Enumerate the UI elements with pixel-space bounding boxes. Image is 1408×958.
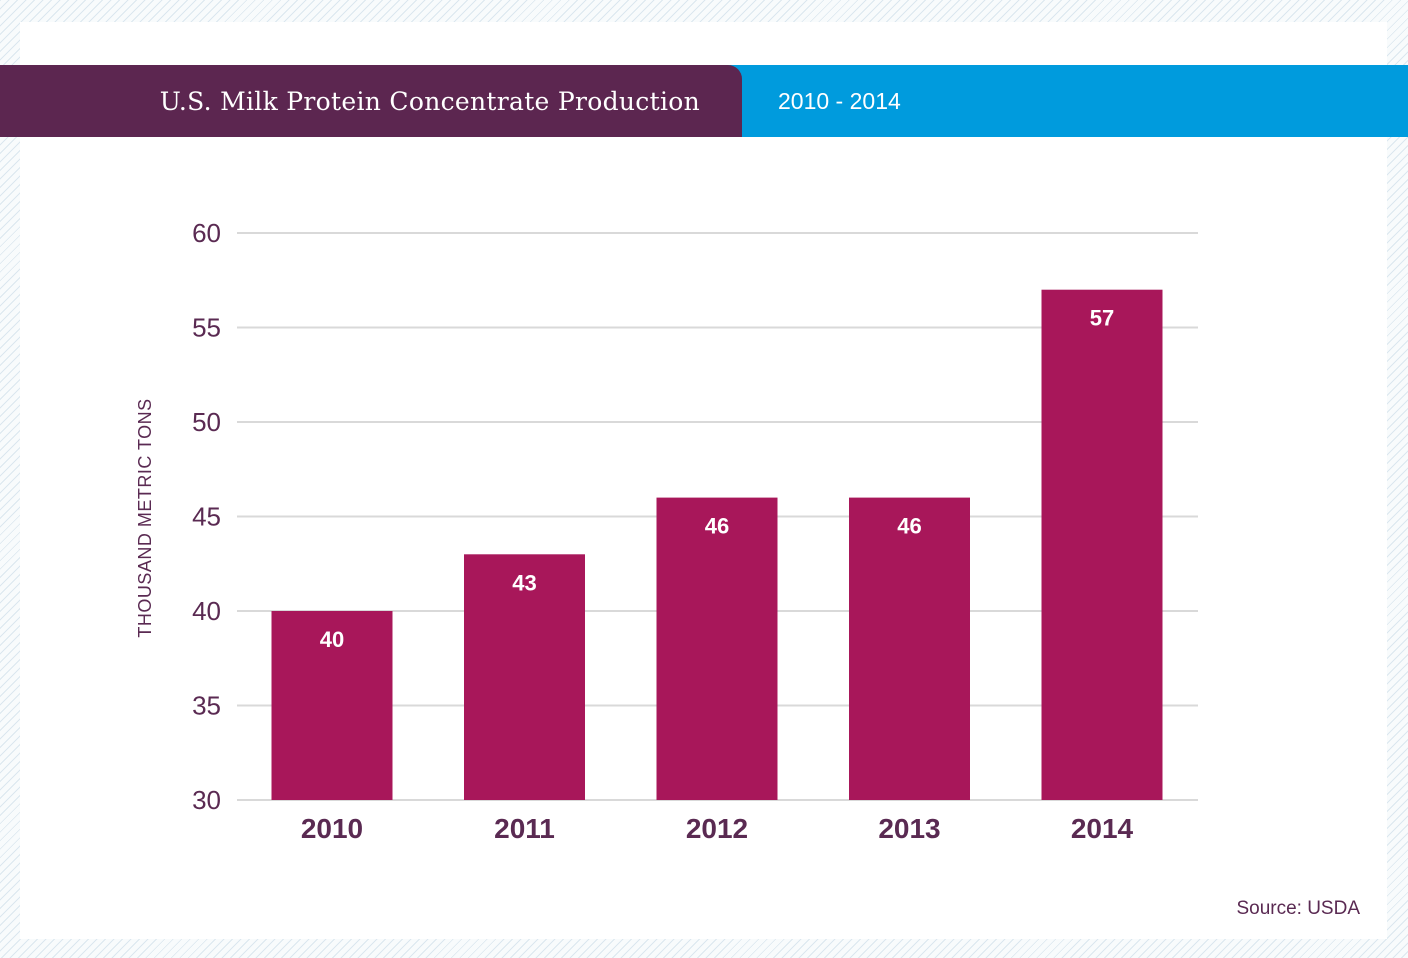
chart-title: U.S. Milk Protein Concentrate Production xyxy=(159,86,700,116)
bar-value-label: 57 xyxy=(1090,306,1114,331)
y-axis-ticks: 30 35 40 45 50 55 60 xyxy=(192,218,221,815)
bar-2014 xyxy=(1041,289,1163,800)
y-tick-label: 35 xyxy=(192,691,221,721)
bar-2012 xyxy=(656,497,778,800)
bar-value-labels: 40 43 46 46 57 xyxy=(320,306,1114,652)
x-tick-label: 2014 xyxy=(1071,813,1134,844)
bar-value-label: 43 xyxy=(512,570,536,595)
x-tick-label: 2012 xyxy=(686,813,748,844)
source-note: Source: USDA xyxy=(1236,898,1360,919)
bar-value-label: 46 xyxy=(705,514,729,539)
chart-subtitle: 2010 - 2014 xyxy=(778,87,901,114)
y-tick-label: 45 xyxy=(192,502,221,532)
y-tick-label: 55 xyxy=(192,313,221,343)
x-tick-label: 2010 xyxy=(301,813,363,844)
title-banner: U.S. Milk Protein Concentrate Production xyxy=(0,65,742,137)
y-tick-label: 50 xyxy=(192,407,221,437)
y-tick-label: 40 xyxy=(192,596,221,626)
y-tick-label: 60 xyxy=(192,218,221,248)
bar-value-label: 46 xyxy=(897,514,921,539)
y-axis-label: THOUSAND METRIC TONS xyxy=(135,398,155,637)
bar-2011 xyxy=(464,554,585,800)
subtitle-banner: 2010 - 2014 xyxy=(700,65,1408,137)
x-axis-ticks: 2010 2011 2012 2013 2014 xyxy=(301,813,1134,844)
bar-2013 xyxy=(849,497,970,800)
bar-value-label: 40 xyxy=(320,627,344,652)
x-tick-label: 2011 xyxy=(494,813,555,844)
y-tick-label: 30 xyxy=(192,785,221,815)
x-tick-label: 2013 xyxy=(878,813,940,844)
bar-2010 xyxy=(271,611,393,800)
bars xyxy=(271,289,1163,800)
